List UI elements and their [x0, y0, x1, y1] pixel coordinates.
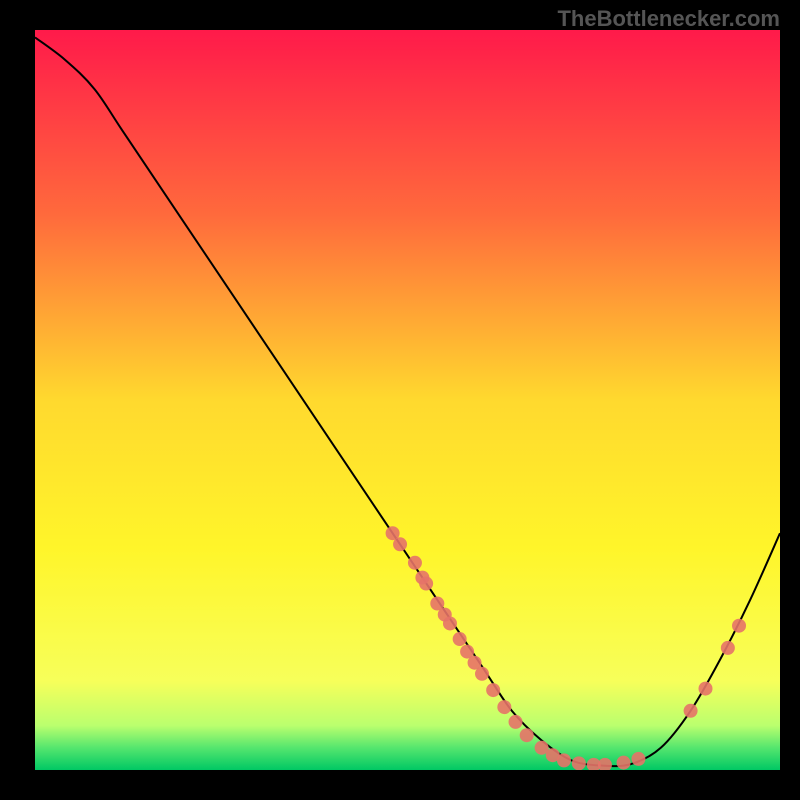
- data-point: [509, 715, 523, 729]
- data-point: [443, 616, 457, 630]
- chart-container: TheBottlenecker.com: [0, 0, 800, 800]
- data-point: [572, 756, 586, 770]
- data-point: [732, 619, 746, 633]
- data-point: [684, 704, 698, 718]
- plot-area: [35, 30, 780, 770]
- data-point: [557, 753, 571, 767]
- data-point: [598, 758, 612, 770]
- data-point: [453, 632, 467, 646]
- data-point: [393, 537, 407, 551]
- data-point: [486, 683, 500, 697]
- data-point: [631, 752, 645, 766]
- chart-svg: [35, 30, 780, 770]
- data-point: [497, 700, 511, 714]
- data-point: [617, 756, 631, 770]
- data-point: [419, 577, 433, 591]
- data-point: [408, 556, 422, 570]
- watermark-text: TheBottlenecker.com: [557, 6, 780, 32]
- data-point: [475, 667, 489, 681]
- data-point: [699, 682, 713, 696]
- data-point: [520, 728, 534, 742]
- curve-line: [35, 37, 780, 766]
- data-point: [721, 641, 735, 655]
